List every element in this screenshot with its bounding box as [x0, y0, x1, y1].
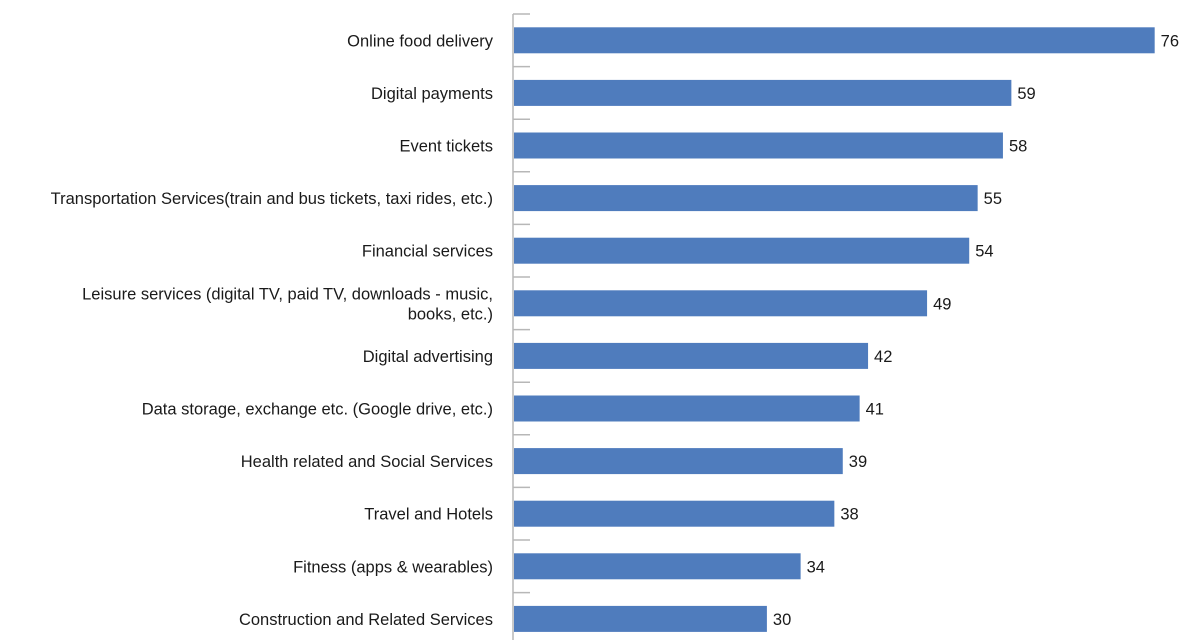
- bars: [514, 27, 1155, 632]
- category-label: Transportation Services(train and bus ti…: [51, 190, 493, 208]
- category-label-line: Data storage, exchange etc. (Google driv…: [142, 401, 493, 419]
- category-label-line: Digital advertising: [363, 348, 493, 366]
- data-label: 59: [1017, 85, 1035, 103]
- data-label: 39: [849, 453, 867, 471]
- bar: [514, 27, 1155, 54]
- bar: [514, 500, 835, 527]
- data-label: 55: [984, 190, 1002, 208]
- category-label-line: Health related and Social Services: [241, 453, 493, 471]
- bar: [514, 605, 767, 632]
- data-label: 30: [773, 611, 791, 629]
- category-label: Travel and Hotels: [364, 506, 493, 524]
- category-label-line: Event tickets: [399, 138, 493, 156]
- category-axis: [512, 13, 530, 640]
- bar: [514, 395, 860, 422]
- data-label: 41: [866, 401, 884, 419]
- data-label: 34: [807, 558, 825, 576]
- category-label-line: Fitness (apps & wearables): [293, 558, 493, 576]
- category-label-line: Financial services: [362, 243, 493, 261]
- data-label: 49: [933, 295, 951, 313]
- category-label-line: Online food delivery: [347, 32, 494, 50]
- category-label-line: Transportation Services(train and bus ti…: [51, 190, 493, 208]
- category-label-line: Construction and Related Services: [239, 611, 493, 629]
- bar: [514, 342, 869, 369]
- data-labels: 76 59 58 55 54 49 42 41 39 38 34 30: [773, 32, 1179, 629]
- category-label: Construction and Related Services: [239, 611, 493, 629]
- category-label: Data storage, exchange etc. (Google driv…: [142, 401, 493, 419]
- category-label: Fitness (apps & wearables): [293, 558, 493, 576]
- bar: [514, 185, 978, 212]
- bar: [514, 448, 843, 475]
- bar: [514, 553, 801, 580]
- category-label: Digital advertising: [363, 348, 493, 366]
- category-label-line: Travel and Hotels: [364, 506, 493, 524]
- category-label: Digital payments: [371, 85, 493, 103]
- data-label: 42: [874, 348, 892, 366]
- category-label: Online food delivery: [347, 32, 494, 50]
- category-label: Health related and Social Services: [241, 453, 493, 471]
- category-label-line: Digital payments: [371, 85, 493, 103]
- category-label: Leisure services (digital TV, paid TV, d…: [82, 285, 493, 323]
- bar: [514, 237, 970, 264]
- data-label: 58: [1009, 138, 1027, 156]
- category-label-line: books, etc.): [408, 305, 493, 323]
- bar: [514, 79, 1012, 106]
- category-label: Financial services: [362, 243, 493, 261]
- bar: [514, 290, 928, 317]
- bar: [514, 132, 1003, 159]
- category-label-line: Leisure services (digital TV, paid TV, d…: [82, 285, 493, 303]
- category-label: Event tickets: [399, 138, 493, 156]
- data-label: 54: [975, 243, 993, 261]
- category-labels: Online food delivery Digital payments Even…: [51, 32, 494, 629]
- data-label: 38: [840, 506, 858, 524]
- data-label: 76: [1161, 32, 1179, 50]
